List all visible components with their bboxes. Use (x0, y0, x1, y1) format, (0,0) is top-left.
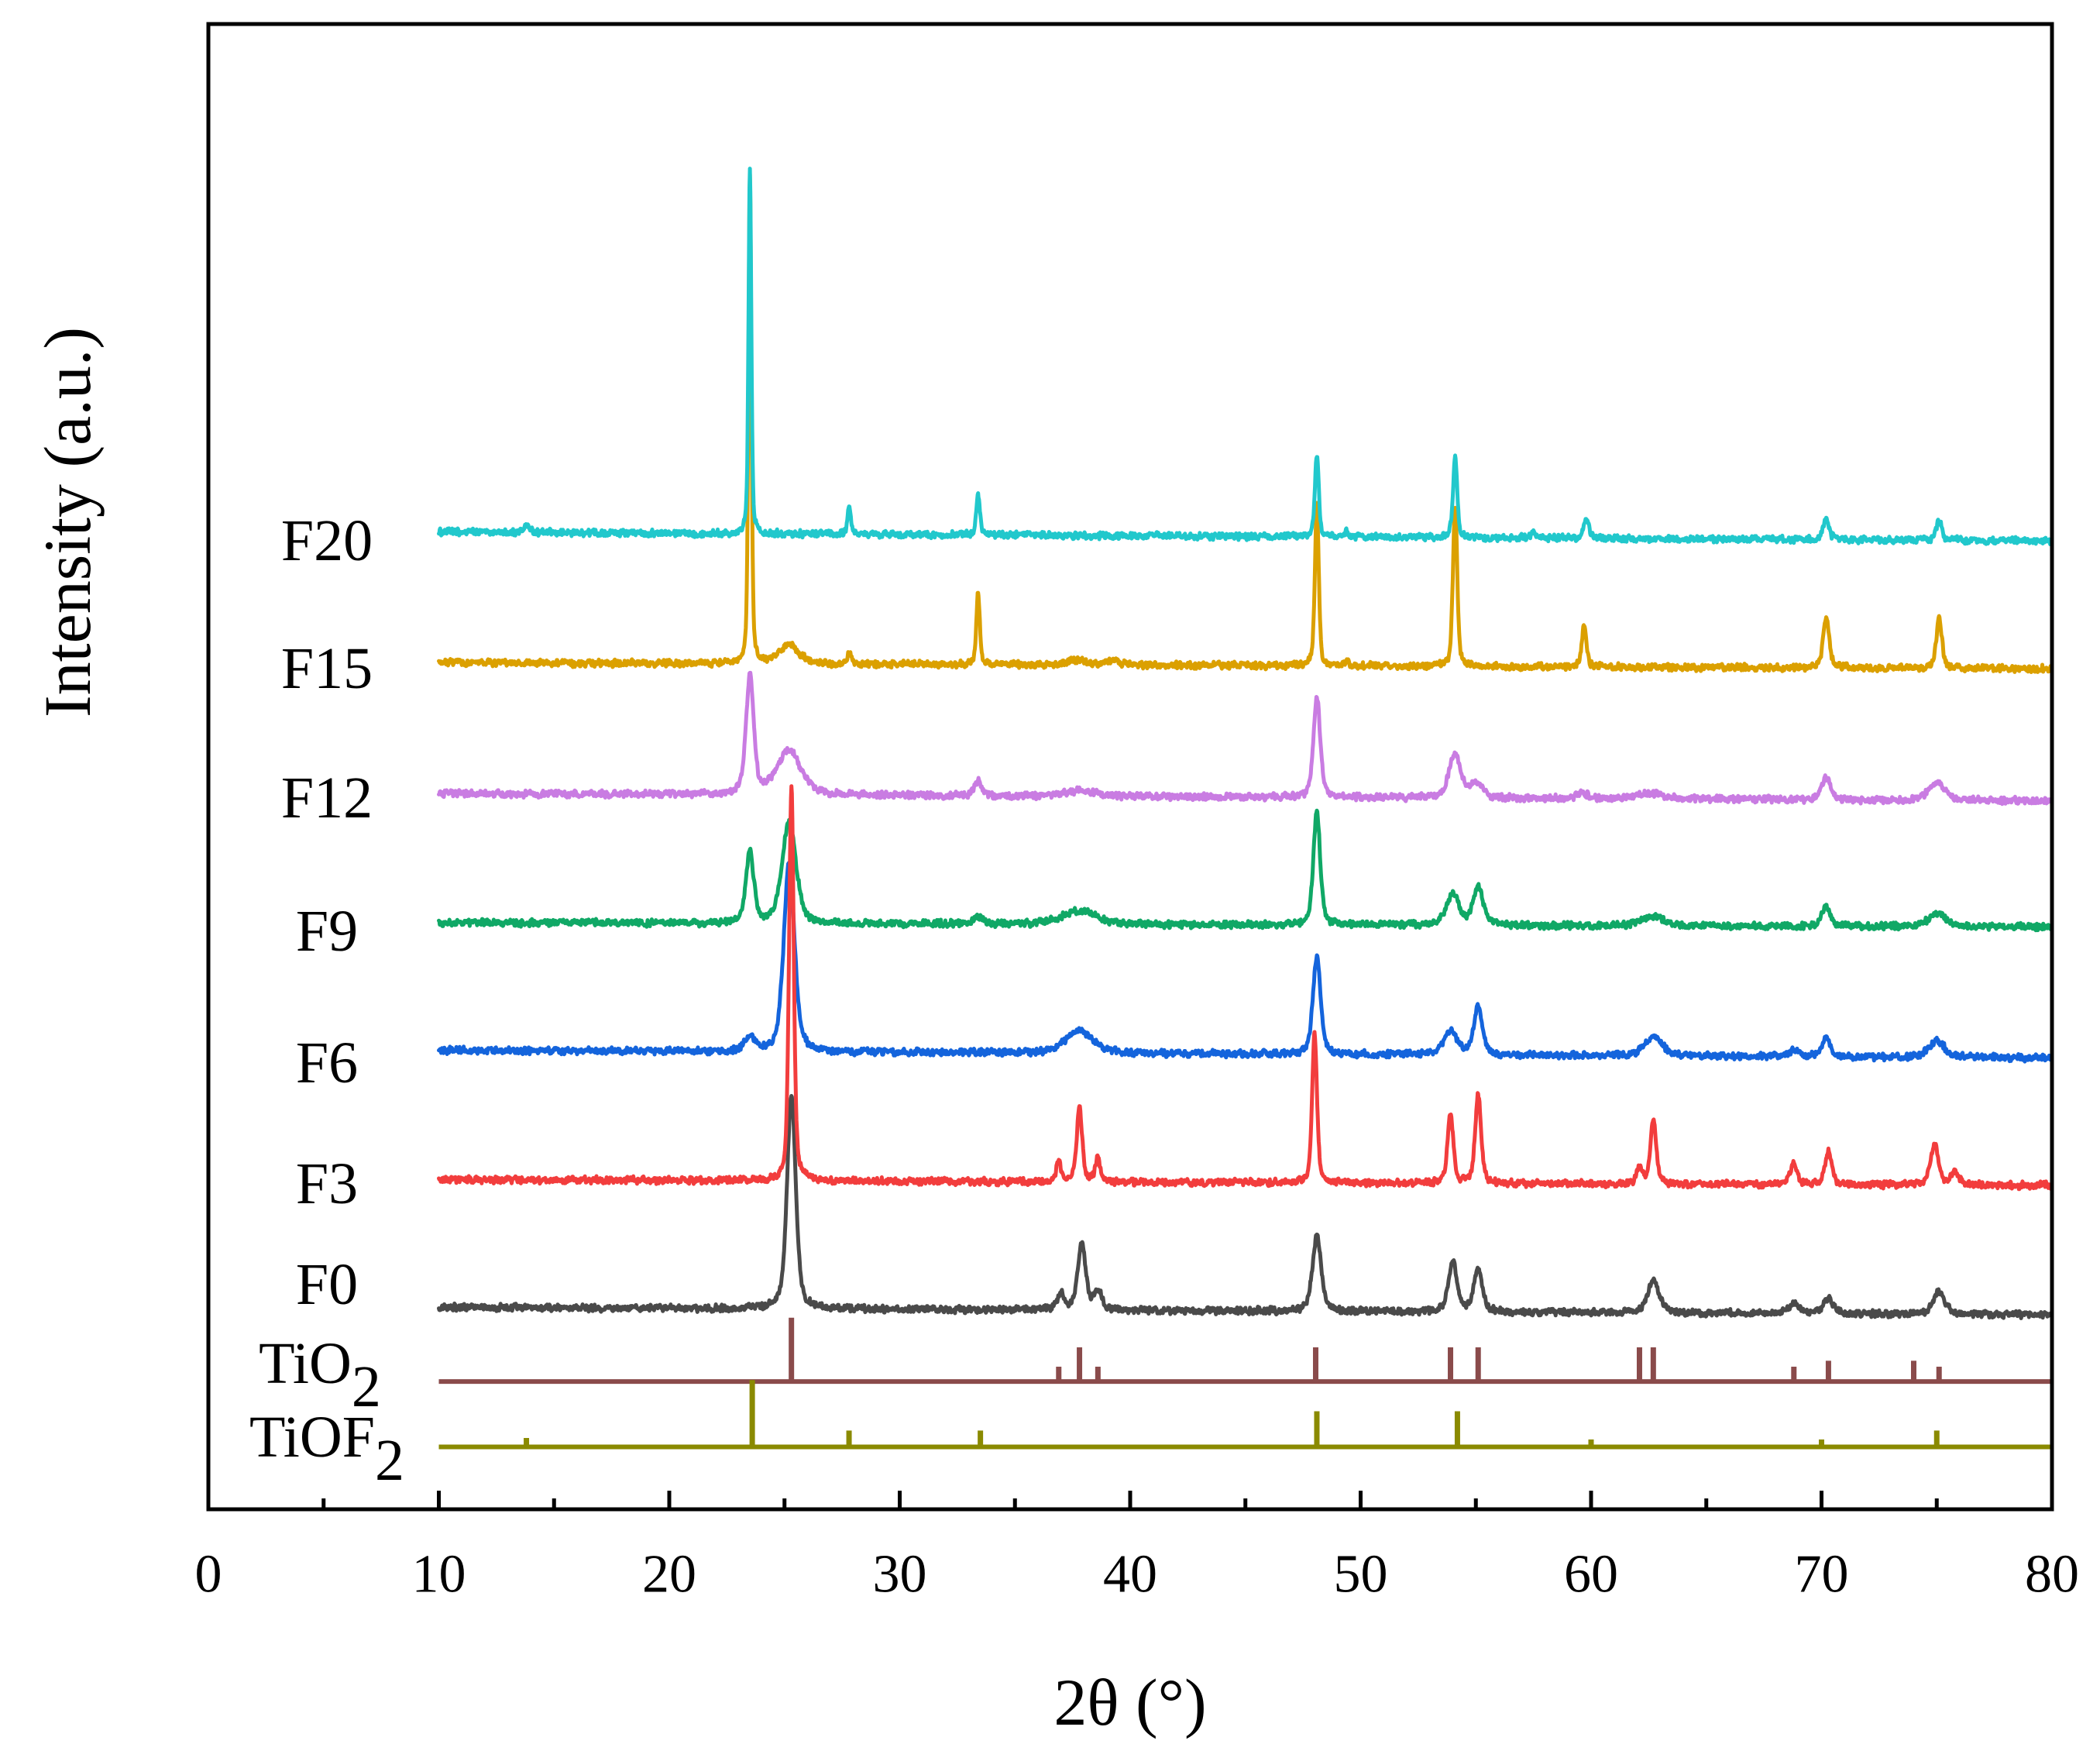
x-axis-ticks: 0 10 20 30 40 50 60 70 80 (195, 1491, 2079, 1605)
reference-pattern-tiof2 (438, 1380, 2052, 1450)
reference-patterns (438, 1317, 2052, 1450)
x-axis-title: 2θ (°) (1053, 1665, 1206, 1739)
series-line-f20 (437, 167, 2054, 546)
x-tick-label: 80 (2025, 1545, 2079, 1605)
series-label-f20: F20 (281, 508, 373, 573)
series-label-f3: F3 (296, 1151, 358, 1216)
series-label-f12: F12 (281, 765, 373, 831)
series-label-f15: F15 (281, 636, 373, 701)
series-line-f6 (437, 860, 2054, 1064)
x-tick-label: 40 (1103, 1545, 1157, 1605)
reference-label-tiof2-main: TiOF (249, 1405, 375, 1470)
x-tick-label: 20 (642, 1545, 696, 1605)
series-line-f15 (437, 172, 2054, 674)
series-line-f3 (437, 784, 2054, 1192)
reference-label-tiof2: TiOF2 (249, 1405, 404, 1493)
x-tick-label: 30 (873, 1545, 927, 1605)
reference-label-tio2: TiO2 (259, 1331, 381, 1419)
reference-label-tio2-main: TiO (259, 1331, 352, 1396)
series-line-f0 (437, 1094, 2054, 1320)
series-label-f0: F0 (296, 1252, 358, 1317)
series-line-f9 (437, 808, 2054, 933)
reference-label-tio2-subscript: 2 (352, 1354, 381, 1419)
reference-pattern-tio2 (438, 1317, 2052, 1385)
series-line-f12 (437, 670, 2054, 807)
x-tick-label: 10 (412, 1545, 466, 1605)
series-label-f9: F9 (296, 899, 358, 964)
reference-label-tiof2-subscript: 2 (375, 1428, 404, 1493)
x-tick-label: 50 (1334, 1545, 1388, 1605)
x-tick-label: 60 (1564, 1545, 1618, 1605)
x-tick-label: 0 (195, 1545, 222, 1605)
y-axis-title: Intensity (a.u.) (30, 327, 105, 717)
xrd-series (437, 167, 2054, 1320)
x-tick-label: 70 (1795, 1545, 1849, 1605)
series-label-f6: F6 (296, 1030, 358, 1096)
